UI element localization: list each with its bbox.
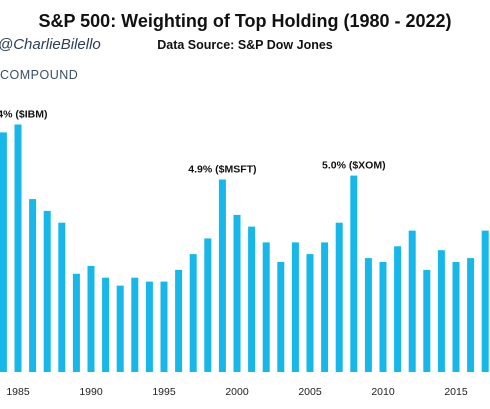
x-tick-label-2010: 2010 <box>371 386 395 398</box>
bar-1997 <box>189 254 197 372</box>
bar-1996 <box>175 269 183 372</box>
annotation-1999: 4.9% ($MSFT) <box>188 164 256 176</box>
bar-2001 <box>248 226 256 372</box>
annotation-2008: 5.0% ($XOM) <box>322 160 386 172</box>
bar-2009 <box>364 258 372 372</box>
bar-2015 <box>452 262 460 372</box>
bar-1994 <box>145 281 153 372</box>
x-tick-label-1990: 1990 <box>79 386 103 398</box>
bar-1985 <box>14 124 22 372</box>
bar-2007 <box>335 222 343 372</box>
bar-2006 <box>321 242 329 372</box>
annotation-1985: 6.4% ($IBM) <box>0 109 47 121</box>
bar-2013 <box>423 269 431 372</box>
annotations-group: 6.4% ($IBM) 4.9% ($MSFT) 5.0% ($XOM) <box>0 109 386 176</box>
bar-2002 <box>262 242 270 372</box>
bar-2016 <box>467 258 475 372</box>
bar-2010 <box>379 262 387 372</box>
bar-1992 <box>116 285 124 372</box>
x-tick-label-2015: 2015 <box>444 386 468 398</box>
bar-2005 <box>306 254 314 372</box>
bar-1998 <box>204 238 212 372</box>
x-tick-label-1995: 1995 <box>152 386 176 398</box>
chart-subtitle: Data Source: S&P Dow Jones <box>157 38 333 52</box>
bar-1991 <box>102 277 110 372</box>
bar-1990 <box>87 265 95 372</box>
bar-2004 <box>291 242 299 372</box>
bars-group <box>0 124 489 372</box>
bar-1984 <box>0 132 7 372</box>
bar-2012 <box>408 230 416 372</box>
bar-1986 <box>29 199 37 372</box>
x-tick-label-1985: 1985 <box>6 386 30 398</box>
bar-2008 <box>350 175 358 372</box>
bar-1999 <box>218 179 226 372</box>
x-tick-label-2005: 2005 <box>298 386 322 398</box>
bar-2000 <box>233 214 241 372</box>
bar-2011 <box>394 246 402 372</box>
bar-1989 <box>72 273 80 372</box>
bar-2003 <box>277 262 285 372</box>
bar-1987 <box>43 210 51 372</box>
bar-1988 <box>58 222 66 372</box>
bar-2014 <box>437 250 445 372</box>
bar-1993 <box>131 277 139 372</box>
x-tick-label-2000: 2000 <box>225 386 249 398</box>
x-axis-ticks: 1985 1990 1995 2000 2005 2010 2015 <box>6 386 468 398</box>
brand-handle: @CharlieBilello <box>0 36 101 53</box>
bar-1995 <box>160 281 168 372</box>
brand-logo-text: COMPOUND <box>0 68 79 82</box>
bar-2017 <box>481 230 489 372</box>
chart-title: S&P 500: Weighting of Top Holding (1980 … <box>38 11 452 31</box>
